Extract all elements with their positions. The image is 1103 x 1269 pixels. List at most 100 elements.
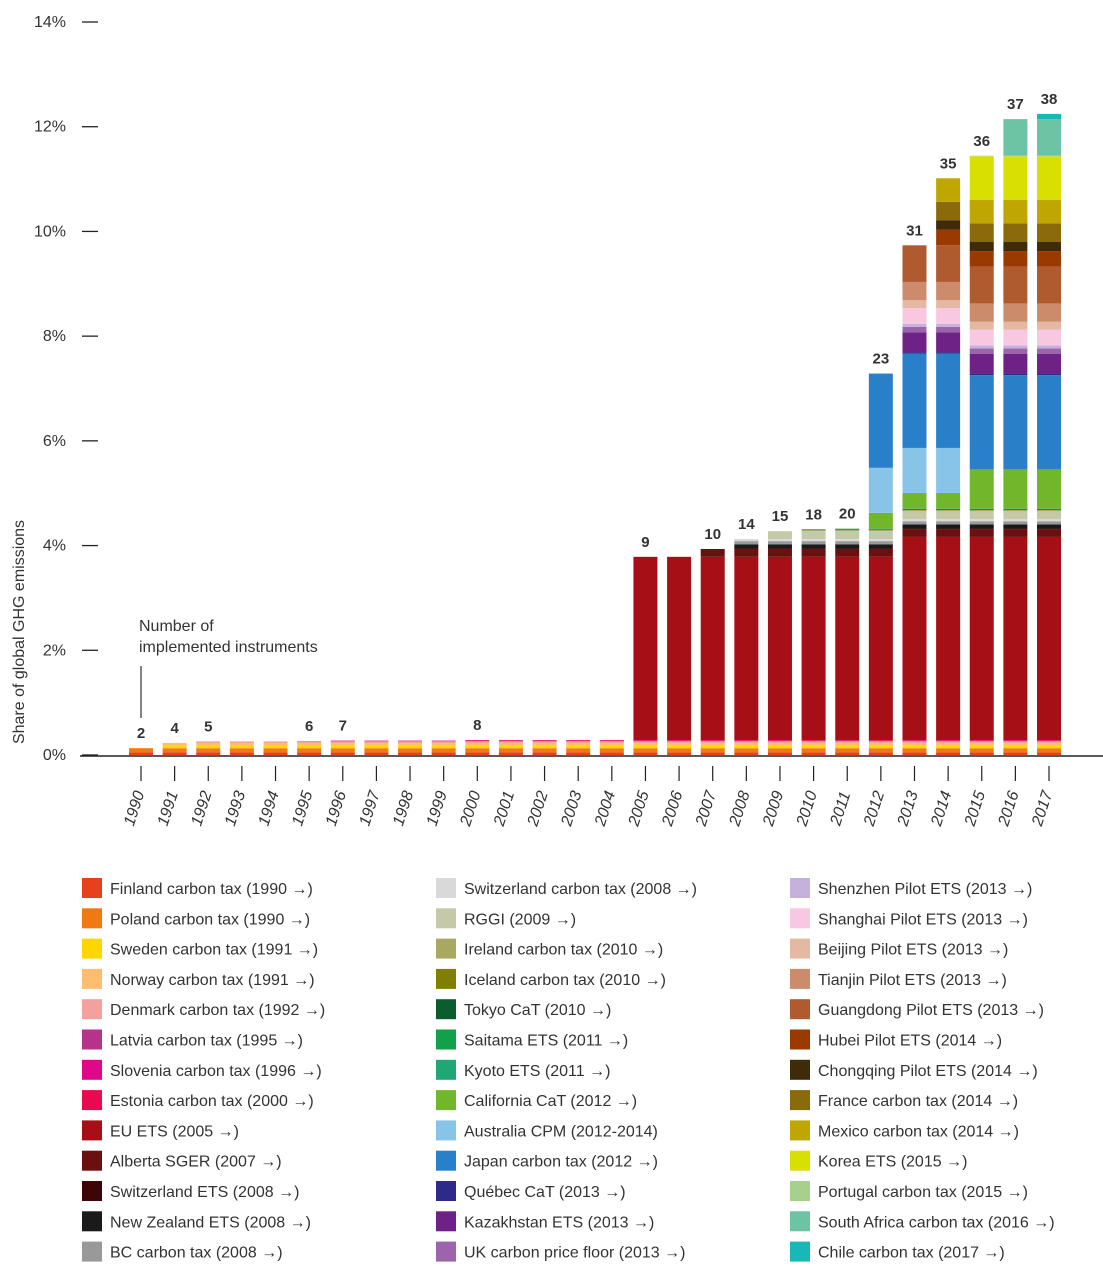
bar-segment bbox=[902, 529, 926, 537]
bar-segment bbox=[902, 745, 926, 748]
bar-segment bbox=[869, 748, 893, 752]
bar-segment bbox=[398, 743, 422, 745]
bar-segment bbox=[1037, 322, 1061, 330]
bar-segment bbox=[1003, 330, 1027, 346]
bar-segment bbox=[734, 548, 758, 549]
legend-label: Shenzhen Pilot ETS (2013 →) bbox=[818, 881, 1032, 898]
bar-segment bbox=[802, 544, 826, 548]
bar-segment bbox=[802, 531, 826, 539]
bar-segment bbox=[1003, 251, 1027, 267]
count-label: 38 bbox=[1041, 91, 1058, 108]
y-tick-label: 2% bbox=[43, 642, 66, 659]
x-tick-label: 1991 bbox=[155, 789, 182, 828]
bar-segment bbox=[196, 741, 220, 743]
bar-segment bbox=[734, 741, 758, 743]
legend-label: Poland carbon tax (1990 →) bbox=[110, 911, 310, 928]
bar-segment bbox=[970, 200, 994, 224]
bar-segment bbox=[1037, 375, 1061, 469]
bar-segment bbox=[936, 493, 960, 509]
bar-segment bbox=[835, 745, 859, 748]
x-tick-label: 2002 bbox=[524, 789, 552, 829]
bar-segment bbox=[936, 178, 960, 202]
legend-swatch bbox=[790, 1030, 810, 1050]
bar-segment bbox=[499, 745, 523, 748]
bar-segment bbox=[667, 741, 691, 742]
bar-segment bbox=[936, 510, 960, 511]
bar-segment bbox=[1037, 200, 1061, 224]
bar-segment bbox=[1003, 741, 1027, 742]
bar-segment bbox=[1037, 469, 1061, 508]
bar-segment bbox=[1037, 156, 1061, 199]
bar-segment bbox=[936, 524, 960, 528]
bar-segment bbox=[802, 541, 826, 544]
x-tick-label: 2015 bbox=[962, 789, 990, 829]
bar-segment bbox=[600, 740, 624, 741]
legend-label: Latvia carbon tax (1995 →) bbox=[110, 1033, 303, 1050]
bar-segment bbox=[734, 752, 758, 755]
x-tick-label: 1995 bbox=[289, 789, 316, 828]
bar-segment bbox=[869, 548, 893, 549]
bar-segment bbox=[230, 743, 254, 745]
legend-label: Switzerland carbon tax (2008 →) bbox=[464, 881, 697, 898]
bar-segment bbox=[869, 549, 893, 557]
legend-swatch bbox=[82, 1090, 102, 1110]
bar-segment bbox=[196, 752, 220, 755]
bar-segment bbox=[297, 741, 321, 743]
bar-segment bbox=[936, 745, 960, 748]
bar-segment bbox=[600, 743, 624, 745]
bar-segment bbox=[600, 748, 624, 752]
bar-segment bbox=[667, 741, 691, 743]
bar-segment bbox=[902, 352, 926, 354]
bar-segment bbox=[835, 557, 859, 740]
bar-segment bbox=[264, 743, 288, 745]
bar-segment bbox=[902, 245, 926, 282]
count-label: 14 bbox=[738, 516, 755, 533]
bar-segment bbox=[701, 740, 725, 741]
bar-segment bbox=[499, 740, 523, 741]
bar-segment bbox=[566, 743, 590, 745]
bar-segment bbox=[432, 745, 456, 748]
bar-segment bbox=[768, 741, 792, 743]
bar-segment bbox=[1003, 242, 1027, 251]
bar-segment bbox=[701, 743, 725, 745]
bar-segment bbox=[533, 743, 557, 745]
bar-segment bbox=[364, 741, 388, 742]
bar-segment bbox=[734, 539, 758, 541]
x-tick-label: 1997 bbox=[357, 788, 385, 828]
bar-segment bbox=[1003, 322, 1027, 330]
bar-segment bbox=[902, 741, 926, 743]
bar-segment bbox=[465, 741, 489, 743]
y-tick-label: 6% bbox=[43, 433, 66, 450]
bar-segment bbox=[970, 752, 994, 755]
legend-label: Portugal carbon tax (2015 →) bbox=[818, 1184, 1028, 1201]
bar-segment bbox=[465, 741, 489, 742]
bar-segment bbox=[835, 743, 859, 745]
bar-segment bbox=[1003, 119, 1027, 156]
legend-swatch bbox=[790, 969, 810, 989]
legend-swatch bbox=[790, 1242, 810, 1262]
bar-segment bbox=[802, 549, 826, 557]
bar-segment bbox=[835, 529, 859, 530]
bar-segment bbox=[802, 743, 826, 745]
bar-segment bbox=[902, 493, 926, 509]
bar-segment bbox=[364, 748, 388, 752]
bar-segment bbox=[936, 519, 960, 521]
x-tick-label: 2006 bbox=[659, 789, 687, 829]
legend-label: Australia CPM (2012-2014) bbox=[464, 1123, 658, 1140]
x-tick-label: 2012 bbox=[861, 789, 889, 829]
bar-segment bbox=[1037, 529, 1061, 537]
bar-segment bbox=[936, 245, 960, 282]
legend-swatch bbox=[790, 1151, 810, 1171]
bar-segment bbox=[734, 544, 758, 548]
bar-segment bbox=[902, 521, 926, 524]
bar-segment bbox=[835, 539, 859, 541]
bar-segment bbox=[667, 557, 691, 740]
bar-segment bbox=[936, 521, 960, 524]
bar-segment bbox=[936, 448, 960, 493]
bar-segment bbox=[902, 511, 926, 519]
bar-segment bbox=[465, 745, 489, 748]
legend-swatch bbox=[82, 1060, 102, 1080]
bar-segment bbox=[902, 743, 926, 745]
bar-segment bbox=[869, 529, 893, 530]
bar-segment bbox=[768, 557, 792, 740]
